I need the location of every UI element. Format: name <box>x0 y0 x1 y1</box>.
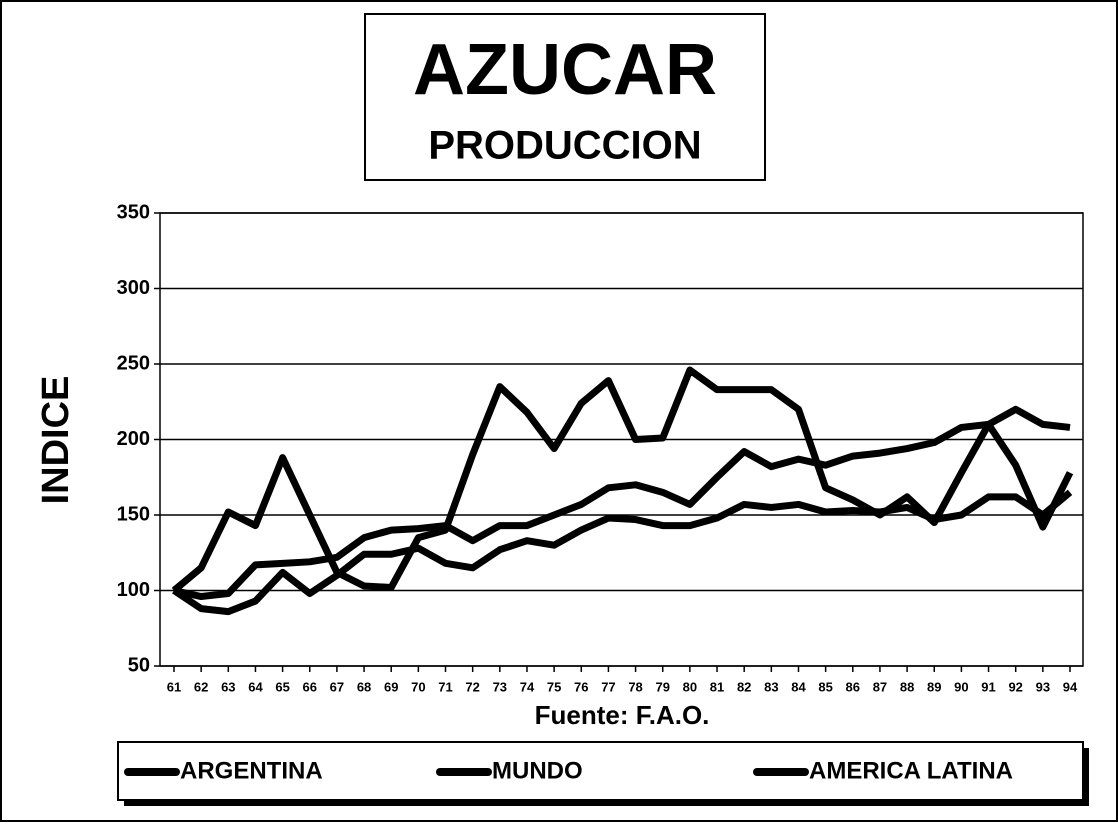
y-tick-label: 100 <box>117 579 150 601</box>
legend-box <box>117 741 1084 801</box>
x-tick-label: 93 <box>1036 679 1050 694</box>
x-tick-label: 80 <box>683 679 697 694</box>
x-tick-label: 77 <box>601 679 615 694</box>
x-tick-label: 61 <box>167 679 181 694</box>
x-tick-label: 74 <box>520 679 535 694</box>
y-tick-label: 350 <box>117 201 150 223</box>
x-tick-label: 81 <box>710 679 724 694</box>
y-tick-label: 200 <box>117 428 150 450</box>
chart-subtitle: PRODUCCION <box>428 124 701 168</box>
x-tick-label: 73 <box>493 679 507 694</box>
x-tick-label: 79 <box>655 679 669 694</box>
x-tick-label: 89 <box>927 679 941 694</box>
x-tick-label: 76 <box>574 679 588 694</box>
x-tick-label: 87 <box>873 679 887 694</box>
x-tick-label: 68 <box>357 679 371 694</box>
chart-title: AZUCAR <box>413 30 717 110</box>
x-tick-label: 70 <box>411 679 425 694</box>
title-box <box>364 13 766 181</box>
x-tick-label: 65 <box>275 679 289 694</box>
x-tick-label: 66 <box>303 679 317 694</box>
y-tick-label: 250 <box>117 352 150 374</box>
legend-label: AMERICA LATINA <box>809 757 1013 784</box>
y-tick-label: 150 <box>117 503 150 525</box>
line-series <box>173 405 1071 601</box>
x-tick-label: 83 <box>764 679 778 694</box>
y-tick-label: 300 <box>117 277 150 299</box>
x-tick-label: 71 <box>438 679 452 694</box>
x-tick-label: 78 <box>628 679 642 694</box>
x-tick-label: 85 <box>818 679 832 694</box>
x-tick-label: 75 <box>547 679 561 694</box>
x-tick-label: 91 <box>981 679 995 694</box>
x-tick-label: 92 <box>1008 679 1022 694</box>
legend-label: MUNDO <box>492 757 583 784</box>
x-tick-label: 94 <box>1063 679 1078 694</box>
x-tick-label: 84 <box>791 679 806 694</box>
x-tick-label: 64 <box>248 679 263 694</box>
x-tick-label: 62 <box>194 679 208 694</box>
x-tick-label: 86 <box>846 679 860 694</box>
x-tick-label: 63 <box>221 679 235 694</box>
y-tick-label: 50 <box>128 654 150 676</box>
line-series <box>172 489 1073 616</box>
x-tick-label: 82 <box>737 679 751 694</box>
legend-label: ARGENTINA <box>180 757 323 784</box>
x-axis-label: Fuente: F.A.O. <box>535 700 710 730</box>
x-tick-label: 88 <box>900 679 914 694</box>
x-tick-label: 67 <box>330 679 344 694</box>
x-tick-label: 90 <box>954 679 968 694</box>
y-axis-label: INDICE <box>35 376 77 505</box>
x-tick-label: 69 <box>384 679 398 694</box>
x-tick-label: 72 <box>465 679 479 694</box>
